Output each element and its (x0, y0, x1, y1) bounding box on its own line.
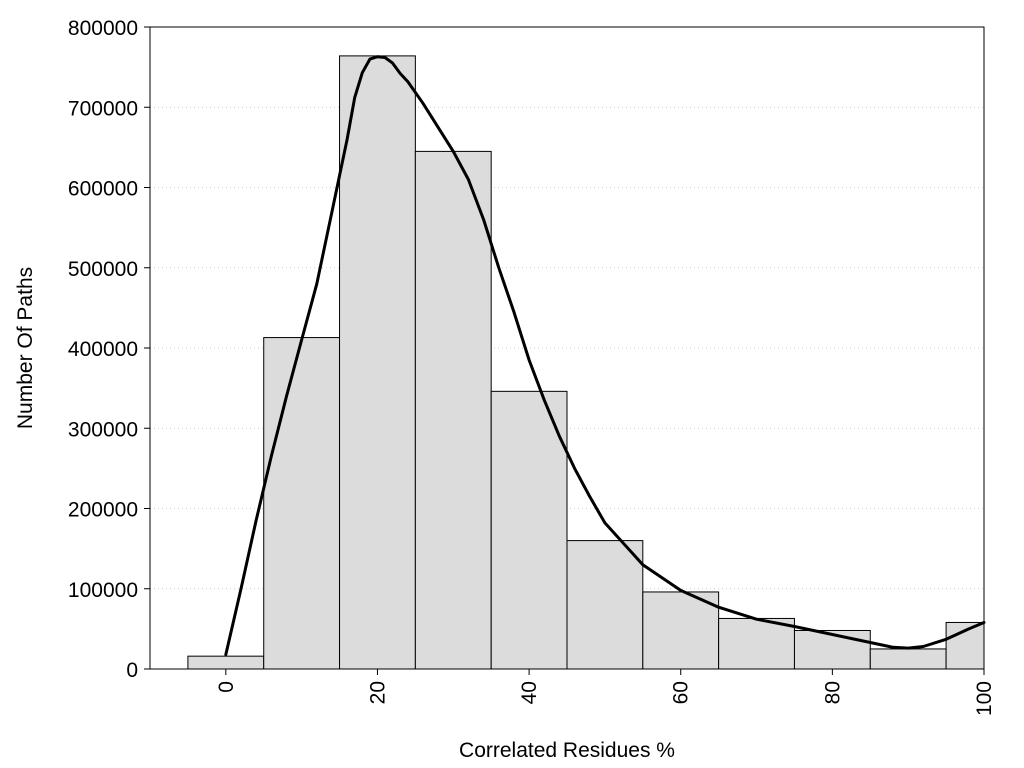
histogram-bar (566, 540, 644, 670)
histogram-bar (869, 648, 947, 670)
x-tick-label: 0 (215, 681, 238, 693)
y-axis-title: Number Of Paths (14, 267, 37, 429)
histogram-bar (339, 55, 416, 670)
histogram-bar (793, 629, 871, 670)
y-tick-label: 200000 (68, 499, 138, 522)
y-tick-label: 500000 (68, 258, 138, 281)
x-tick-label: 40 (518, 681, 541, 704)
y-tick-label: 400000 (68, 338, 138, 361)
y-axis: 0 100000 200000 300000 400000 500000 600000 700… (68, 17, 150, 682)
histogram-bar (642, 591, 720, 670)
x-tick-label: 100 (973, 681, 996, 716)
x-axis: 0 20 40 60 80 100 (215, 669, 996, 716)
y-tick-label: 100000 (68, 579, 138, 602)
y-tick-label: 700000 (68, 97, 138, 120)
histogram-bar (718, 617, 795, 670)
x-tick-label: 20 (366, 681, 389, 704)
x-axis-title: Correlated Residues % (459, 739, 675, 762)
histogram-bar (490, 390, 568, 670)
y-tick-label: 800000 (68, 17, 138, 40)
histogram-bar (414, 150, 492, 670)
x-tick-label: 60 (670, 681, 693, 704)
histogram-bars (187, 55, 985, 670)
histogram-bar (187, 655, 265, 670)
density-curve (224, 55, 986, 657)
histogram-bar (263, 337, 341, 670)
y-tick-label: 300000 (68, 418, 138, 441)
density-curve-line (224, 55, 986, 657)
y-tick-label: 600000 (68, 178, 138, 201)
x-tick-label: 80 (821, 681, 844, 704)
y-tick-label: 0 (126, 659, 138, 682)
